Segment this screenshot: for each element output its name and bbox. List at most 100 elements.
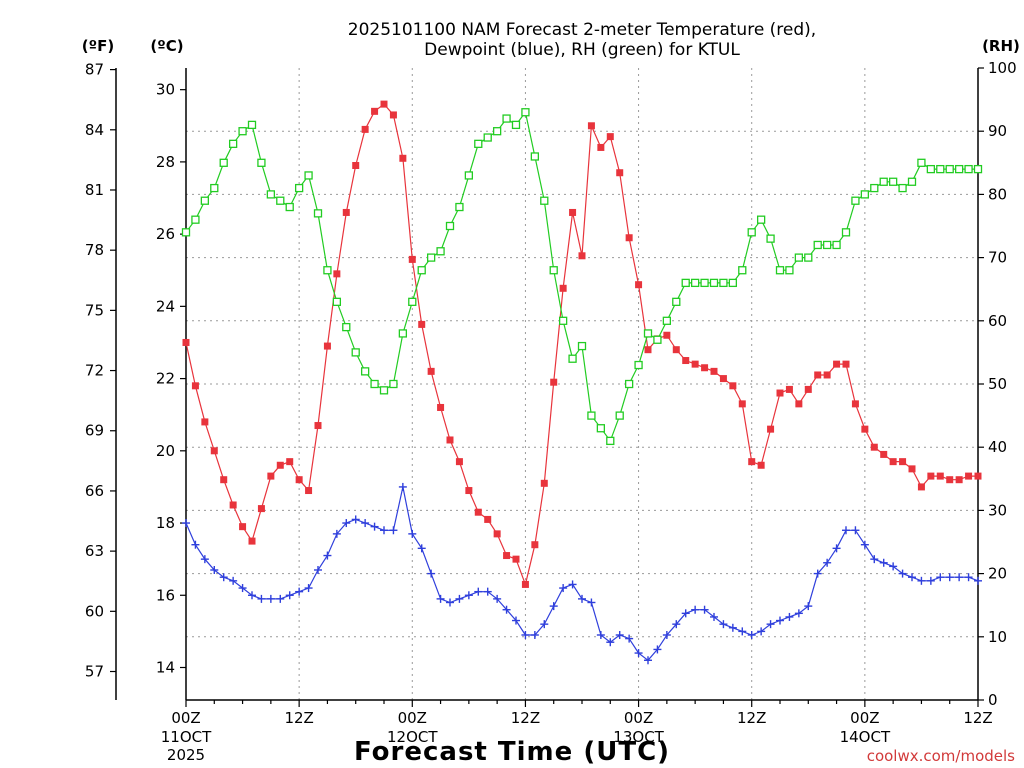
temperature-point — [484, 515, 492, 523]
temperature-point — [399, 154, 407, 162]
rh-point — [643, 329, 653, 338]
rh-point — [690, 278, 700, 288]
rh-point — [389, 379, 398, 389]
rh-point — [870, 183, 879, 193]
x-tick-label: 12Z — [737, 709, 766, 727]
rh-point — [681, 278, 690, 288]
temperature-point — [371, 107, 379, 115]
rh-point — [879, 177, 888, 186]
dewpoint-point — [332, 529, 341, 538]
rh-point — [954, 164, 964, 174]
fahrenheit-tick-label: 63 — [85, 542, 104, 560]
fahrenheit-tick-label: 75 — [85, 301, 104, 319]
rh-tick-label: 70 — [988, 249, 1007, 267]
dewpoint-point — [191, 540, 200, 549]
rh-point — [577, 341, 587, 351]
temperature-point — [380, 100, 388, 108]
rh-point — [624, 379, 634, 389]
dewpoint-point — [323, 551, 332, 560]
temperature-point — [682, 357, 690, 365]
dewpoint-point — [370, 522, 379, 531]
dewpoint-point — [662, 630, 671, 639]
rh-point — [634, 360, 643, 370]
rh-point — [228, 139, 238, 148]
dewpoint-point — [521, 630, 530, 639]
temperature-point — [785, 385, 793, 393]
dewpoint-point — [908, 573, 916, 582]
dewpoint-point — [361, 519, 370, 528]
dewpoint-point — [351, 515, 360, 524]
rh-point — [530, 152, 540, 161]
dewpoint-point — [710, 612, 718, 621]
fahrenheit-tick-label: 87 — [85, 61, 104, 79]
dewpoint-point — [738, 627, 747, 636]
temperature-point — [314, 422, 322, 430]
rh-point — [464, 171, 474, 180]
rh-point — [210, 183, 219, 193]
x-tick-date-label: 13OCT — [613, 728, 664, 746]
temperature-point — [493, 530, 501, 538]
dewpoint-point — [804, 602, 813, 611]
rh-point — [549, 266, 558, 275]
dewpoint-point — [634, 649, 643, 658]
temperature-point — [191, 382, 199, 390]
temperature-point — [521, 580, 529, 588]
dewpoint-point — [398, 482, 407, 491]
temperature-point — [578, 252, 586, 260]
celsius-tick-label: 30 — [156, 81, 175, 99]
rh-point — [342, 322, 351, 332]
dewpoint-point — [464, 591, 473, 600]
dewpoint-point — [889, 562, 898, 571]
dewpoint-point — [776, 616, 784, 625]
dewpoint-point — [644, 656, 652, 665]
rh-point — [323, 266, 332, 275]
dewpoint-point — [417, 544, 426, 553]
rh-point — [804, 253, 813, 262]
temperature-point — [257, 505, 265, 513]
dewpoint-point — [860, 540, 869, 549]
dewpoint-point — [917, 576, 926, 585]
temperature-point — [512, 555, 520, 563]
series-line — [185, 110, 978, 443]
rh-point — [841, 228, 851, 237]
temperature-point — [823, 371, 831, 379]
celsius-tick-label: 24 — [156, 297, 175, 315]
celsius-tick-label: 22 — [156, 370, 175, 388]
rh-point — [276, 196, 285, 205]
temperature-point — [738, 400, 746, 408]
rh-point — [973, 164, 983, 174]
temperature-point — [587, 122, 595, 130]
dewpoint-point — [926, 576, 935, 585]
rh-point — [398, 329, 408, 338]
rh-point — [653, 335, 662, 344]
dewpoint-point — [625, 634, 634, 643]
temperature-point — [248, 537, 256, 545]
dewpoint-point — [936, 573, 945, 582]
rh-point — [417, 266, 426, 275]
rh-point — [360, 367, 370, 376]
rh-tick-label: 50 — [988, 375, 1007, 393]
rh-point — [379, 386, 389, 395]
fahrenheit-tick-label: 60 — [85, 602, 104, 620]
rh-point — [766, 234, 775, 243]
rh-point — [181, 228, 191, 237]
rh-point — [606, 436, 615, 446]
rh-point — [191, 215, 200, 224]
rh-point — [511, 120, 521, 130]
temperature-point — [814, 371, 822, 379]
dewpoint-point — [427, 569, 436, 578]
temperature-point — [342, 208, 350, 216]
celsius-axis: 14 16 18 20 22 24 26 28 30 — [156, 81, 186, 676]
dewpoint-point — [408, 529, 417, 538]
rh-point — [747, 228, 756, 237]
temperature-point — [889, 458, 897, 466]
x-tick-label: 12Z — [511, 709, 540, 727]
temperature-point — [946, 476, 954, 484]
rh-point — [285, 202, 294, 212]
temperature-point — [672, 346, 680, 354]
rh-tick-label: 90 — [988, 122, 1007, 140]
dewpoint-point — [615, 630, 624, 639]
rh-point — [860, 190, 870, 199]
dewpoint-point — [210, 565, 219, 574]
celsius-tick-label: 16 — [156, 586, 175, 604]
